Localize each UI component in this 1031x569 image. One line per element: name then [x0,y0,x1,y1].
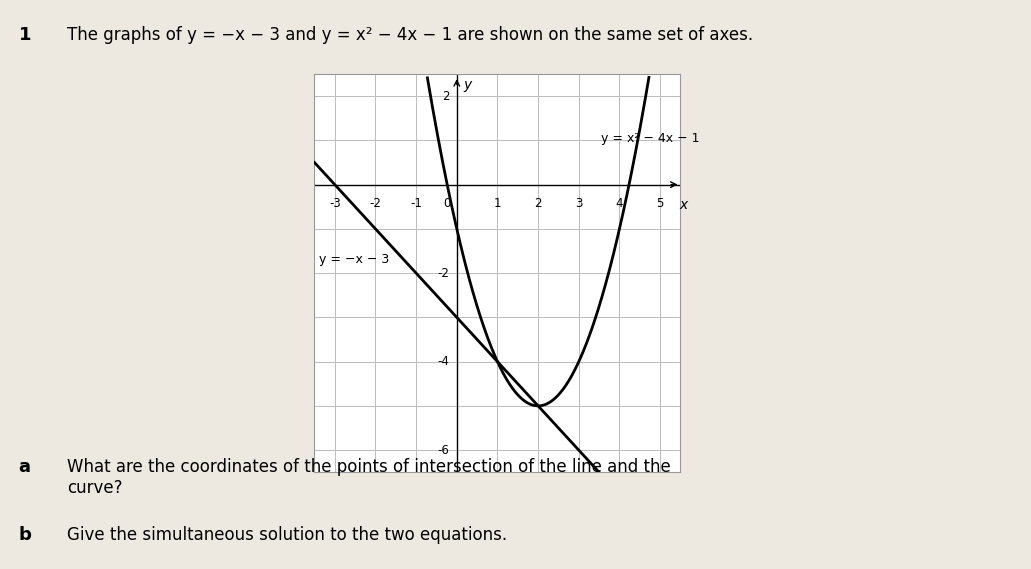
Text: -4: -4 [437,355,450,368]
Text: -3: -3 [329,197,340,210]
Text: Give the simultaneous solution to the two equations.: Give the simultaneous solution to the tw… [67,526,507,545]
Text: What are the coordinates of the points of intersection of the line and the
curve: What are the coordinates of the points o… [67,458,671,497]
Text: -1: -1 [410,197,422,210]
Text: 2: 2 [534,197,542,210]
Text: 5: 5 [657,197,664,210]
Text: a: a [19,458,31,476]
Text: y = −x − 3: y = −x − 3 [319,253,389,266]
Text: -2: -2 [369,197,381,210]
Text: -6: -6 [437,444,450,457]
Text: -2: -2 [437,267,450,279]
Text: x: x [679,198,688,212]
Text: 2: 2 [442,89,450,102]
Text: 0: 0 [443,197,451,210]
Text: 1: 1 [494,197,501,210]
Text: y: y [463,77,471,92]
Text: y = x² − 4x − 1: y = x² − 4x − 1 [601,132,700,145]
Text: b: b [19,526,31,545]
Text: The graphs of y = −x − 3 and y = x² − 4x − 1 are shown on the same set of axes.: The graphs of y = −x − 3 and y = x² − 4x… [67,26,753,44]
Text: 3: 3 [575,197,583,210]
Text: 1: 1 [19,26,31,44]
Text: 4: 4 [616,197,623,210]
